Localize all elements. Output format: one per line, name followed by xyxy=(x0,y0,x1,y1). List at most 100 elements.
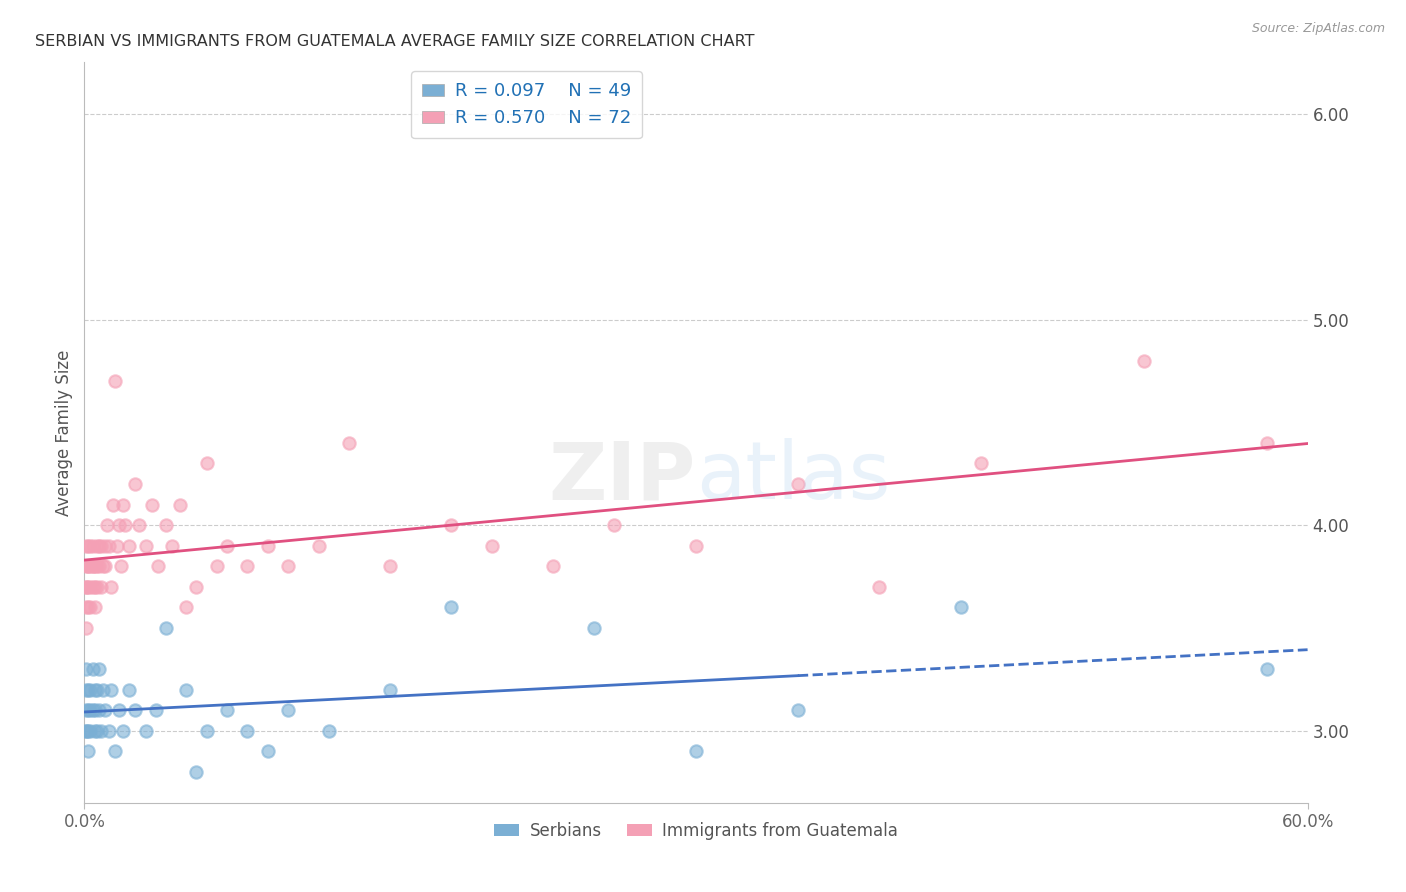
Point xyxy=(79,580,101,594)
Point xyxy=(108,518,131,533)
Point xyxy=(257,744,280,758)
Point xyxy=(77,723,100,738)
Point xyxy=(82,662,104,676)
Point xyxy=(124,703,146,717)
Point xyxy=(112,498,135,512)
Point xyxy=(83,723,105,738)
Point xyxy=(93,703,115,717)
Point xyxy=(86,723,108,738)
Point xyxy=(91,682,114,697)
Point xyxy=(83,580,105,594)
Point xyxy=(82,559,104,574)
Point xyxy=(82,559,104,574)
Point xyxy=(75,682,97,697)
Point xyxy=(77,682,100,697)
Point xyxy=(104,374,127,388)
Point xyxy=(114,518,136,533)
Point xyxy=(75,723,97,738)
Point xyxy=(308,539,330,553)
Point xyxy=(145,703,167,717)
Text: atlas: atlas xyxy=(696,438,890,516)
Point xyxy=(100,580,122,594)
Point xyxy=(869,580,891,594)
Point xyxy=(83,703,105,717)
Point xyxy=(83,559,105,574)
Point xyxy=(236,723,259,738)
Point xyxy=(135,539,157,553)
Point xyxy=(86,682,108,697)
Point xyxy=(79,723,101,738)
Point xyxy=(583,621,606,635)
Point xyxy=(195,457,218,471)
Point xyxy=(787,477,810,491)
Point xyxy=(91,559,114,574)
Point xyxy=(86,539,108,553)
Point xyxy=(90,539,112,553)
Point xyxy=(277,703,299,717)
Point xyxy=(87,559,110,574)
Point xyxy=(79,539,101,553)
Point xyxy=(135,723,157,738)
Point xyxy=(186,580,208,594)
Point xyxy=(83,682,105,697)
Point xyxy=(1256,436,1278,450)
Point xyxy=(75,559,97,574)
Point xyxy=(90,723,112,738)
Point xyxy=(787,703,810,717)
Point xyxy=(146,559,169,574)
Point xyxy=(75,539,97,553)
Point xyxy=(160,539,183,553)
Point xyxy=(174,600,197,615)
Point xyxy=(380,682,402,697)
Point xyxy=(141,498,163,512)
Point xyxy=(950,600,973,615)
Point xyxy=(195,723,218,738)
Point xyxy=(685,539,707,553)
Point xyxy=(87,662,110,676)
Text: ZIP: ZIP xyxy=(548,438,696,516)
Text: Source: ZipAtlas.com: Source: ZipAtlas.com xyxy=(1251,22,1385,36)
Point xyxy=(87,703,110,717)
Point xyxy=(101,498,124,512)
Point xyxy=(481,539,503,553)
Point xyxy=(93,559,115,574)
Text: SERBIAN VS IMMIGRANTS FROM GUATEMALA AVERAGE FAMILY SIZE CORRELATION CHART: SERBIAN VS IMMIGRANTS FROM GUATEMALA AVE… xyxy=(35,34,755,49)
Point xyxy=(79,682,101,697)
Point xyxy=(1256,662,1278,676)
Point xyxy=(75,723,97,738)
Point xyxy=(118,539,141,553)
Point xyxy=(104,744,127,758)
Point xyxy=(79,703,101,717)
Point xyxy=(685,744,707,758)
Point xyxy=(277,559,299,574)
Point xyxy=(100,682,122,697)
Point xyxy=(75,662,97,676)
Point xyxy=(75,600,97,615)
Point xyxy=(86,559,108,574)
Point xyxy=(169,498,191,512)
Point xyxy=(440,600,463,615)
Point xyxy=(75,580,97,594)
Point xyxy=(87,539,110,553)
Point xyxy=(75,580,97,594)
Point xyxy=(77,703,100,717)
Point xyxy=(108,703,131,717)
Point xyxy=(77,559,100,574)
Point xyxy=(97,723,120,738)
Point xyxy=(236,559,259,574)
Point xyxy=(118,682,141,697)
Point xyxy=(86,580,108,594)
Point xyxy=(155,621,177,635)
Point xyxy=(77,580,100,594)
Point xyxy=(97,539,120,553)
Point xyxy=(128,518,150,533)
Point xyxy=(217,539,239,553)
Point xyxy=(82,580,104,594)
Point xyxy=(186,764,208,779)
Point xyxy=(318,723,340,738)
Point xyxy=(124,477,146,491)
Point xyxy=(82,703,104,717)
Legend: Serbians, Immigrants from Guatemala: Serbians, Immigrants from Guatemala xyxy=(488,815,904,847)
Point xyxy=(217,703,239,717)
Point xyxy=(543,559,565,574)
